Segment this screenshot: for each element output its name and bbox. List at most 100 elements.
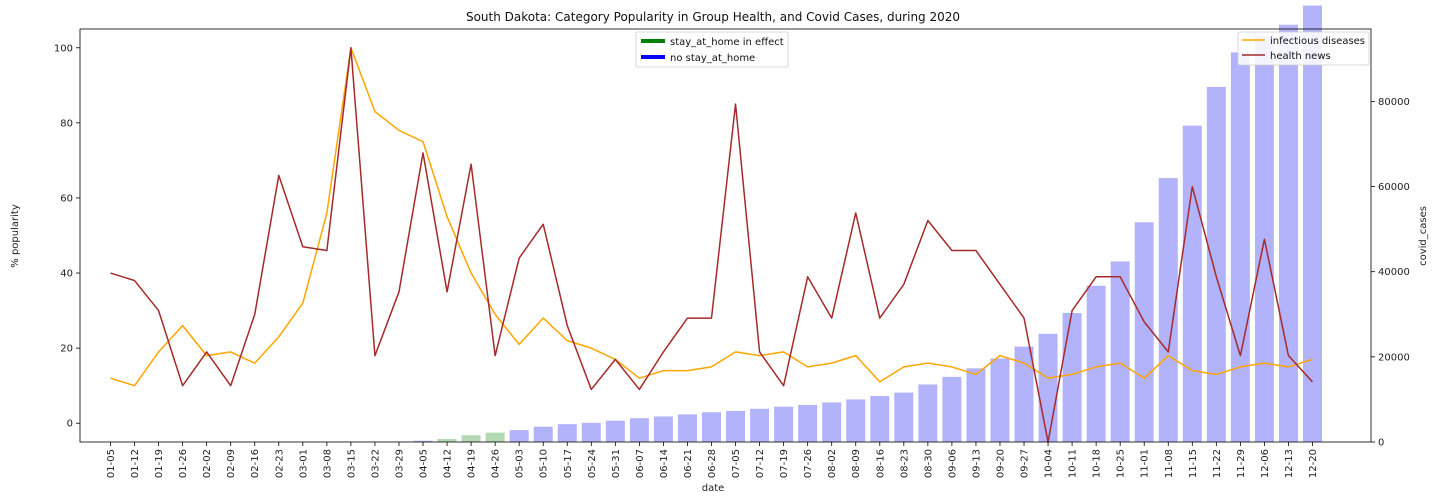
legend-label-health-news: health news	[1270, 51, 1331, 62]
x-ticks: 01-05 01-12 01-19 01-26 02-02 02-09 02-16 02-23…	[106, 442, 1319, 478]
x-tick-label: 03-08	[322, 449, 333, 478]
covid-cases-bar-05-31	[605, 420, 625, 442]
covid-cases-bar-08-23	[894, 392, 914, 442]
y-right-tick-label: 60000	[1378, 182, 1410, 193]
x-tick-label: 03-22	[370, 449, 381, 478]
x-tick-label: 05-31	[611, 449, 622, 478]
x-tick-label: 12-20	[1308, 449, 1319, 478]
covid-cases-bar-05-03	[509, 430, 529, 442]
x-tick-label: 03-29	[394, 449, 405, 478]
covid-cases-bar-09-06	[942, 376, 962, 442]
legend-label-infectious-diseases: infectious diseases	[1270, 36, 1365, 47]
covid-cases-bar-11-08	[1158, 178, 1178, 442]
x-tick-label: 10-18	[1092, 449, 1103, 478]
covid-cases-bar-11-01	[1134, 222, 1154, 442]
series-line-health-news	[110, 47, 1314, 443]
x-tick-label: 02-09	[226, 449, 237, 478]
y-left-tick-label: 40	[60, 269, 73, 280]
x-tick-label: 05-17	[563, 449, 574, 478]
y-left-tick-label: 80	[60, 118, 73, 129]
x-tick-label: 08-09	[851, 449, 862, 478]
covid-cases-bar-08-16	[870, 396, 890, 442]
y-left-axis-label: % popularity	[10, 204, 21, 268]
covid-cases-bar-10-04	[1038, 333, 1058, 442]
covid-cases-bar-06-07	[629, 418, 649, 442]
covid-cases-bar-04-05	[413, 440, 433, 442]
y-left-ticks: 0 20 40 60 80 100	[54, 43, 80, 430]
x-tick-label: 12-13	[1284, 449, 1295, 478]
x-tick-label: 02-16	[250, 449, 261, 478]
x-tick-label: 04-12	[443, 449, 454, 478]
x-tick-label: 09-20	[995, 449, 1006, 478]
x-tick-label: 11-29	[1236, 449, 1247, 478]
x-tick-label: 09-27	[1020, 449, 1031, 478]
x-tick-label: 02-23	[274, 449, 285, 478]
covid-cases-bar-06-28	[702, 412, 721, 442]
x-tick-label: 08-30	[923, 449, 934, 478]
covid-cases-bar-11-29	[1230, 52, 1250, 443]
x-tick-label: 08-16	[875, 449, 886, 478]
covid-cases-bar-07-26	[798, 404, 818, 442]
x-tick-label: 01-05	[106, 449, 117, 478]
y-right-tick-label: 20000	[1378, 352, 1410, 363]
covid-cases-bar-12-20	[1303, 5, 1322, 443]
x-tick-label: 06-21	[683, 449, 694, 478]
legend-stay-at-home: stay_at_home in effect no stay_at_home	[635, 31, 789, 68]
x-tick-label: 03-01	[298, 449, 309, 478]
covid-cases-bar-06-21	[677, 414, 697, 442]
x-tick-label: 12-06	[1260, 449, 1271, 478]
y-left-tick-label: 100	[54, 43, 73, 54]
y-right-tick-label: 0	[1378, 438, 1384, 449]
y-left-tick-label: 20	[60, 344, 73, 355]
y-right-tick-label: 80000	[1378, 97, 1410, 108]
x-tick-label: 11-22	[1212, 449, 1223, 478]
y-right-tick-label: 40000	[1378, 267, 1410, 278]
x-tick-label: 06-14	[659, 449, 670, 478]
legend-label-no-stay-at-home: no stay_at_home	[670, 53, 755, 64]
covid-cases-bar-11-22	[1206, 86, 1226, 442]
x-tick-label: 05-10	[539, 449, 550, 478]
covid-cases-bar-10-18	[1086, 285, 1106, 442]
x-tick-label: 07-19	[779, 449, 790, 478]
covid-cases-bar-06-14	[653, 416, 673, 442]
covid-cases-bar-09-20	[990, 358, 1010, 442]
x-tick-label: 03-15	[346, 449, 357, 478]
x-tick-label: 05-24	[587, 449, 598, 478]
x-tick-label: 07-05	[731, 449, 742, 478]
x-tick-label: 11-08	[1164, 449, 1175, 478]
y-left-tick-label: 60	[60, 193, 73, 204]
lines-layer	[110, 47, 1314, 443]
covid-cases-bar-05-17	[557, 424, 577, 442]
covid-cases-bar-10-11	[1062, 312, 1082, 442]
y-right-axis-label: covid_cases	[1418, 206, 1429, 266]
x-tick-label: 11-15	[1188, 449, 1199, 478]
x-tick-label: 01-12	[130, 449, 141, 478]
y-right-ticks: 0 20000 40000 60000 80000	[1371, 97, 1410, 449]
y-left-tick-label: 0	[67, 419, 73, 430]
covid-cases-bar-04-12	[437, 439, 457, 442]
x-tick-label: 08-02	[827, 449, 838, 478]
covid-cases-bar-07-19	[774, 406, 794, 442]
x-tick-label: 07-26	[803, 449, 814, 478]
x-tick-label: 09-06	[947, 449, 958, 478]
x-tick-label: 01-19	[154, 449, 165, 478]
covid-cases-bar-05-24	[581, 422, 601, 442]
x-tick-label: 04-19	[467, 449, 478, 478]
covid-cases-bar-08-30	[918, 384, 938, 442]
covid-cases-bar-12-13	[1278, 24, 1298, 443]
x-tick-label: 07-12	[755, 449, 766, 478]
x-tick-label: 02-02	[202, 449, 213, 478]
covid-cases-bar-09-27	[1014, 346, 1034, 442]
covid-cases-bar-07-05	[726, 410, 746, 442]
legend-label-stay-at-home-in-effect: stay_at_home in effect	[670, 37, 784, 48]
x-tick-label: 10-04	[1044, 449, 1055, 478]
x-tick-label: 08-23	[899, 449, 910, 478]
x-tick-label: 09-13	[971, 449, 982, 478]
covid-cases-bar-08-09	[846, 399, 866, 442]
covid-cases-bar-10-25	[1110, 261, 1130, 442]
x-tick-label: 04-26	[491, 449, 502, 478]
x-axis-label: date	[702, 483, 725, 494]
x-tick-label: 05-03	[515, 449, 526, 478]
plot-frame	[79, 28, 1372, 443]
